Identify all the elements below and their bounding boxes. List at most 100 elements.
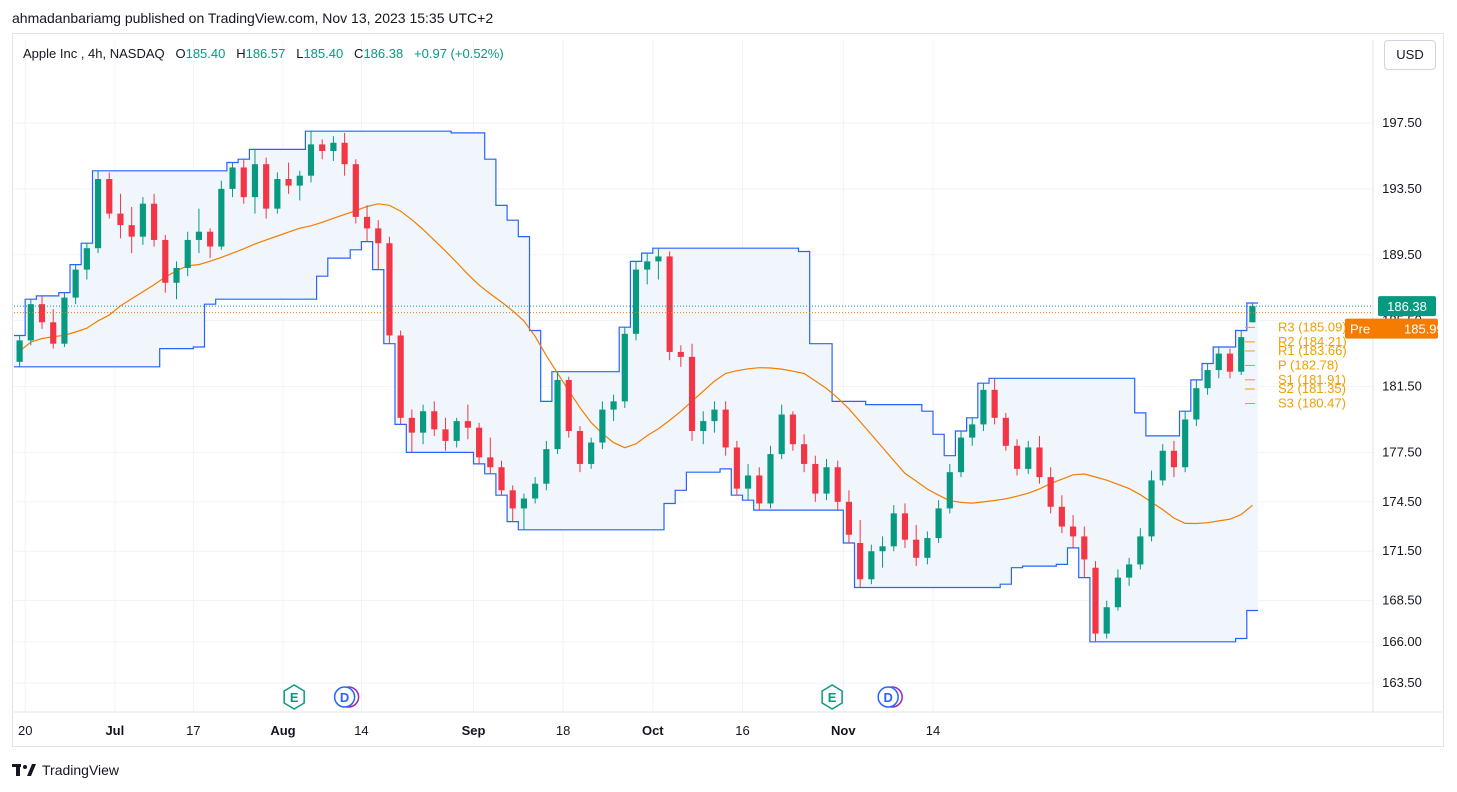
candle-body xyxy=(363,216,371,229)
candle-body xyxy=(924,538,931,558)
candle-body xyxy=(655,256,662,262)
high-label: H xyxy=(236,46,246,61)
candle-body xyxy=(576,431,584,464)
premarket-label: Pre xyxy=(1350,322,1370,337)
price-tags: 186.38 Pre 185.99 xyxy=(1345,296,1444,339)
dividend-letter: D xyxy=(340,690,349,705)
candle-body xyxy=(251,164,259,198)
dividend-icon xyxy=(333,686,356,708)
candle-body xyxy=(1036,447,1043,478)
candle-body xyxy=(733,447,740,489)
candle-body xyxy=(229,167,236,189)
candle-body xyxy=(1092,567,1099,634)
x-tick-label: Sep xyxy=(462,723,486,738)
candle-body xyxy=(599,409,606,443)
candle-body xyxy=(1047,477,1054,507)
pivot-label: R2 (184.21) xyxy=(1278,334,1347,349)
upper-band-line xyxy=(14,130,1258,457)
candle-body xyxy=(319,144,326,151)
candle-body xyxy=(991,389,998,418)
symbol-name: Apple Inc , 4h, NASDAQ xyxy=(23,46,165,61)
candle-body xyxy=(397,335,404,418)
candle-body xyxy=(173,267,180,283)
candle-body xyxy=(386,243,393,336)
candle-body xyxy=(341,142,348,165)
currency-button[interactable]: USD xyxy=(1384,40,1436,70)
candle-body xyxy=(532,483,539,499)
last-price-tag xyxy=(1378,296,1436,317)
candle-body xyxy=(644,261,651,270)
candle-body xyxy=(498,467,505,491)
candle-body xyxy=(666,256,673,352)
candle-body xyxy=(1114,577,1121,608)
earnings-letter: E xyxy=(290,690,299,705)
candle-body xyxy=(1069,526,1077,537)
candle-body xyxy=(957,437,965,473)
high-value: 186.57 xyxy=(245,46,286,61)
y-tick-label: 181.50 xyxy=(1382,379,1422,394)
candle-body xyxy=(117,213,124,226)
candle-body xyxy=(128,225,135,237)
earnings-marker[interactable]: E xyxy=(283,684,305,710)
candle-body xyxy=(151,203,158,240)
candle-body xyxy=(464,421,471,428)
y-tick-label: 189.50 xyxy=(1382,247,1422,262)
close-value: 186.38 xyxy=(363,46,404,61)
candle-body xyxy=(16,340,23,362)
candle-body xyxy=(1204,370,1211,389)
price-axis: 163.50 166.00 168.50 171.50 174.50 177.50 181.… xyxy=(1382,115,1422,690)
candle-body xyxy=(1182,419,1189,468)
y-tick-label: 177.50 xyxy=(1382,444,1422,459)
candle-body xyxy=(1013,445,1021,469)
candle-body xyxy=(789,414,796,445)
pivot-label: S2 (181.35) xyxy=(1278,381,1346,396)
candle-body xyxy=(61,297,68,344)
candle-body xyxy=(431,411,438,430)
symbol-legend: Apple Inc , 4h, NASDAQ O185.40 H186.57 L… xyxy=(23,46,504,61)
candle-body xyxy=(408,417,415,433)
candle-body xyxy=(442,429,449,441)
candle-body xyxy=(162,239,169,283)
candle-body xyxy=(330,142,337,151)
y-tick-label: 193.50 xyxy=(1382,181,1422,196)
low-value: 185.40 xyxy=(303,46,344,61)
earnings-marker[interactable]: E xyxy=(821,684,843,710)
candle-body xyxy=(218,188,225,247)
candle-body xyxy=(901,513,909,540)
publisher-line: ahmadanbariamg published on TradingView.… xyxy=(12,10,494,26)
lower-band-line xyxy=(14,241,1258,643)
candle-body xyxy=(621,333,628,402)
tradingview-logo-icon xyxy=(12,764,36,776)
tradingview-logo[interactable]: TradingView xyxy=(12,762,119,778)
x-tick-label: 14 xyxy=(354,723,368,738)
candle-body xyxy=(756,475,763,504)
candle-body xyxy=(744,475,752,489)
candle-body xyxy=(688,356,696,431)
candle-body xyxy=(520,498,528,509)
candle-body xyxy=(1137,536,1144,565)
candle-body xyxy=(588,442,595,464)
candle-body xyxy=(184,239,191,268)
last-price-text: 186.38 xyxy=(1387,299,1427,314)
candle-body xyxy=(554,379,561,450)
candle-body xyxy=(543,449,550,484)
candle-body xyxy=(823,467,830,494)
dividend-marker[interactable]: D xyxy=(333,686,360,708)
earnings-icon xyxy=(821,684,843,710)
x-tick-label: 17 xyxy=(186,723,200,738)
candle-body xyxy=(375,228,382,244)
candle-body xyxy=(913,539,920,558)
dividend-marker[interactable]: D xyxy=(877,686,903,708)
dividend-letter: D xyxy=(883,690,892,705)
pivot-label: P (182.78) xyxy=(1278,357,1338,372)
candle-body xyxy=(879,546,886,552)
candle-body xyxy=(845,501,853,535)
pivot-levels: R3 (185.09)R2 (184.21)R1 (183.66)P (182.… xyxy=(1245,319,1347,410)
earnings-icon xyxy=(283,684,305,710)
premarket-price: 185.99 xyxy=(1404,322,1444,337)
candle-body xyxy=(1103,607,1110,634)
candle-body xyxy=(1058,506,1065,527)
dividend-icon xyxy=(877,686,899,708)
